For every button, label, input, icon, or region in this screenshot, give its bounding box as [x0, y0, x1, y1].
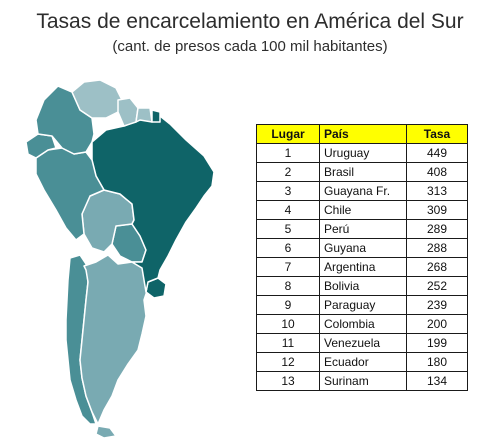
cell-rank: 8 [256, 276, 320, 296]
table-row: 13 Surinam 134 [256, 371, 468, 391]
cell-rate: 180 [406, 352, 468, 372]
cell-country: Venezuela [319, 333, 407, 353]
cell-rank: 9 [256, 295, 320, 315]
table-row: 10 Colombia 200 [256, 314, 468, 334]
cell-country: Uruguay [319, 143, 407, 163]
cell-rate: 408 [406, 162, 468, 182]
cell-country: Bolivia [319, 276, 407, 296]
country-surinam [135, 107, 153, 123]
cell-country: Ecuador [319, 352, 407, 372]
cell-rate: 309 [406, 200, 468, 220]
cell-rank: 13 [256, 371, 320, 391]
country-guyana [117, 97, 139, 127]
cell-country: Chile [319, 200, 407, 220]
cell-rank: 4 [256, 200, 320, 220]
cell-country: Guayana Fr. [319, 181, 407, 201]
table-row: 12 Ecuador 180 [256, 352, 468, 372]
cell-country: Brasil [319, 162, 407, 182]
rates-table: Lugar País Tasa 1 Uruguay 449 2 Brasil 408 3 Gu… [256, 124, 468, 391]
cell-rank: 10 [256, 314, 320, 334]
cell-rate: 199 [406, 333, 468, 353]
table-row: 2 Brasil 408 [256, 162, 468, 182]
cell-rank: 12 [256, 352, 320, 372]
cell-rate: 252 [406, 276, 468, 296]
cell-rank: 11 [256, 333, 320, 353]
table-row: 8 Bolivia 252 [256, 276, 468, 296]
country-argentina [79, 254, 151, 425]
cell-country: Paraguay [319, 295, 407, 315]
table-header-row: Lugar País Tasa [256, 124, 468, 144]
cell-rate: 449 [406, 143, 468, 163]
cell-country: Colombia [319, 314, 407, 334]
map-title: Tasas de encarcelamiento en América del … [36, 10, 464, 33]
cell-rank: 2 [256, 162, 320, 182]
cell-rate: 239 [406, 295, 468, 315]
cell-country: Argentina [319, 257, 407, 277]
table-row: 3 Guayana Fr. 313 [256, 181, 468, 201]
table-row: 4 Chile 309 [256, 200, 468, 220]
header-rate: Tasa [406, 124, 468, 144]
table-row: 11 Venezuela 199 [256, 333, 468, 353]
cell-rank: 3 [256, 181, 320, 201]
header-country: País [319, 124, 407, 144]
table-row: 5 Perú 289 [256, 219, 468, 239]
map-subtitle: (cant. de presos cada 100 mil habitantes… [112, 38, 388, 55]
cell-rank: 1 [256, 143, 320, 163]
cell-country: Perú [319, 219, 407, 239]
cell-country: Surinam [319, 371, 407, 391]
cell-rate: 289 [406, 219, 468, 239]
table-row: 6 Guyana 288 [256, 238, 468, 258]
header-rank: Lugar [256, 124, 320, 144]
cell-country: Guyana [319, 238, 407, 258]
region-tierra-del-fuego [95, 425, 117, 439]
cell-rate: 288 [406, 238, 468, 258]
country-brasil [91, 115, 215, 293]
cell-rate: 313 [406, 181, 468, 201]
cell-rank: 7 [256, 257, 320, 277]
table-row: 1 Uruguay 449 [256, 143, 468, 163]
cell-rate: 268 [406, 257, 468, 277]
cell-rate: 134 [406, 371, 468, 391]
cell-rank: 5 [256, 219, 320, 239]
cell-rank: 6 [256, 238, 320, 258]
cell-rate: 200 [406, 314, 468, 334]
table-row: 9 Paraguay 239 [256, 295, 468, 315]
country-guayana-francesa [151, 109, 161, 123]
table-row: 7 Argentina 268 [256, 257, 468, 277]
